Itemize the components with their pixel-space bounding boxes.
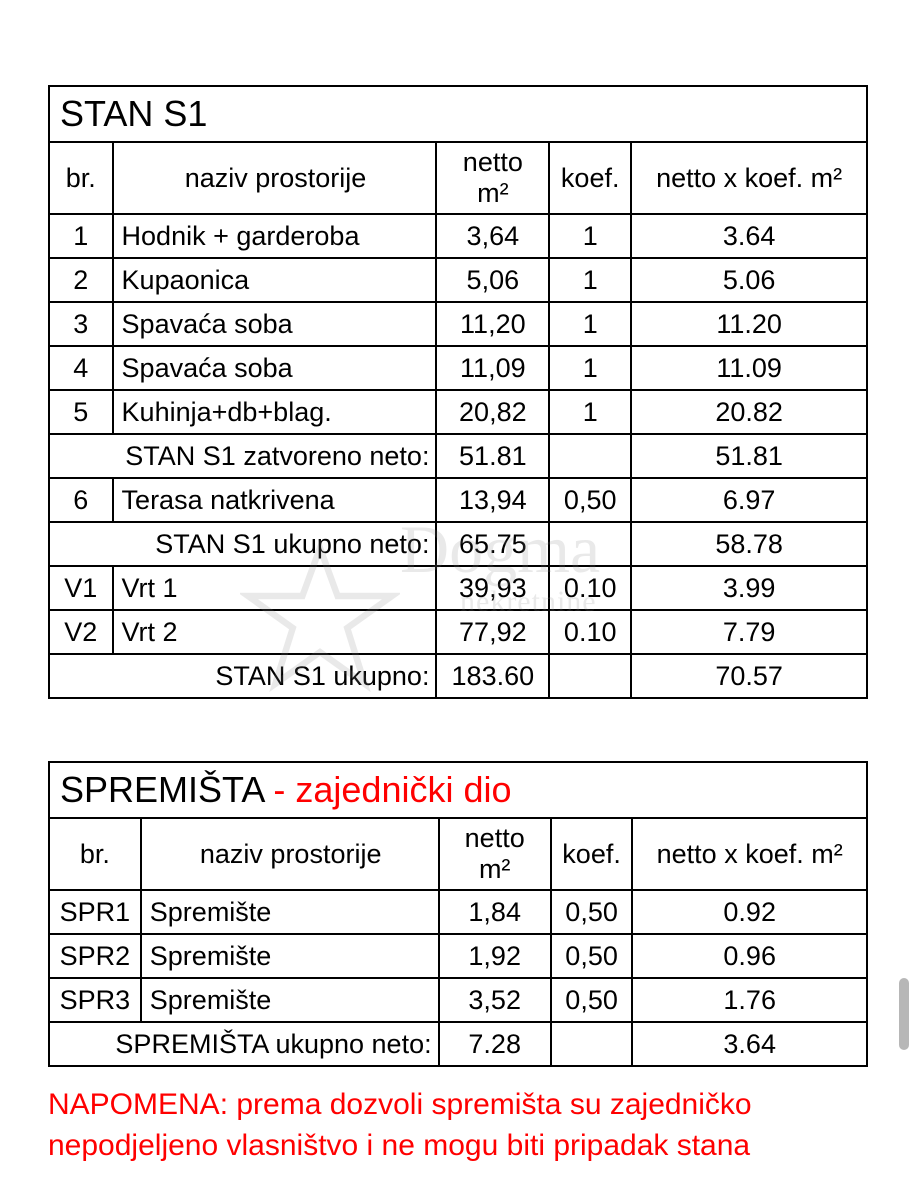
hdr-name: naziv prostorije	[113, 142, 437, 214]
hdr-netto: netto m²	[439, 818, 551, 890]
table-row: SPR2 Spremište 1,92 0,50 0.96	[49, 934, 867, 978]
title-black: SPREMIŠTA	[60, 769, 273, 810]
subtotal-row: STAN S1 ukupno neto: 65.75 58.78	[49, 522, 867, 566]
table-row: 5 Kuhinja+db+blag. 20,82 1 20.82	[49, 390, 867, 434]
hdr-result: netto x koef. m²	[632, 818, 867, 890]
table2-title: SPREMIŠTA - zajednički dio	[49, 762, 867, 818]
scrollbar-thumb[interactable]	[899, 978, 909, 1050]
hdr-result: netto x koef. m²	[631, 142, 867, 214]
table-spremista: SPREMIŠTA - zajednički dio br. naziv pro…	[48, 761, 868, 1067]
table-row: 3 Spavaća soba 11,20 1 11.20	[49, 302, 867, 346]
table-row: 1 Hodnik + garderoba 3,64 1 3.64	[49, 214, 867, 258]
table-row: 6 Terasa natkrivena 13,94 0,50 6.97	[49, 478, 867, 522]
title-red: - zajednički dio	[273, 769, 511, 810]
subtotal-row: STAN S1 zatvoreno neto: 51.81 51.81	[49, 434, 867, 478]
table-row: 2 Kupaonica 5,06 1 5.06	[49, 258, 867, 302]
total-row: STAN S1 ukupno: 183.60 70.57	[49, 654, 867, 698]
hdr-netto: netto m²	[436, 142, 549, 214]
hdr-name: naziv prostorije	[141, 818, 439, 890]
table-row: SPR1 Spremište 1,84 0,50 0.92	[49, 890, 867, 934]
hdr-koef: koef.	[551, 818, 633, 890]
footer-note: NAPOMENA: prema dozvoli spremišta su zaj…	[48, 1085, 868, 1166]
table-row: 4 Spavaća soba 11,09 1 11.09	[49, 346, 867, 390]
table-row: SPR3 Spremište 3,52 0,50 1.76	[49, 978, 867, 1022]
table-row: V2 Vrt 2 77,92 0.10 7.79	[49, 610, 867, 654]
table-stan-s1: STAN S1 br. naziv prostorije netto m² ko…	[48, 85, 868, 699]
hdr-br: br.	[49, 142, 113, 214]
table-row: V1 Vrt 1 39,93 0.10 3.99	[49, 566, 867, 610]
table1-title: STAN S1	[49, 86, 867, 142]
hdr-koef: koef.	[549, 142, 631, 214]
total-row: SPREMIŠTA ukupno neto: 7.28 3.64	[49, 1022, 867, 1066]
hdr-br: br.	[49, 818, 141, 890]
